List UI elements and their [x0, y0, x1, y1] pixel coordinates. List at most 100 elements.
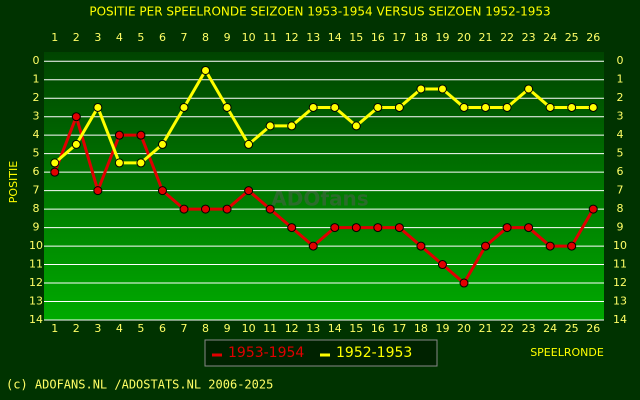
data-point: [244, 186, 254, 196]
x-tick-label: 11: [263, 31, 277, 44]
data-point: [93, 102, 103, 112]
chart-title: POSITIE PER SPEELRONDE SEIZOEN 1953-1954…: [89, 5, 550, 19]
data-point: [545, 241, 555, 251]
x-tick-label: 6: [159, 322, 166, 335]
x-tick-label: 7: [181, 31, 188, 44]
data-point: [481, 102, 491, 112]
x-tick-label: 15: [349, 322, 363, 335]
data-point: [50, 167, 60, 177]
x-tick-label: 26: [586, 31, 600, 44]
data-point: [459, 102, 469, 112]
data-point: [308, 102, 318, 112]
y-tick-label: 1: [617, 73, 624, 86]
y-tick-label: 12: [29, 276, 43, 289]
data-point: [545, 102, 555, 112]
plot-area: [44, 52, 604, 320]
x-tick-label: 3: [94, 31, 101, 44]
x-tick-label: 8: [202, 322, 209, 335]
x-tick-label: 19: [435, 322, 449, 335]
x-tick-label: 12: [285, 322, 299, 335]
y-tick-label: 13: [29, 295, 43, 308]
y-tick-label: 8: [33, 202, 40, 215]
x-tick-label: 13: [306, 31, 320, 44]
data-point: [179, 204, 189, 214]
x-tick-label: 4: [116, 322, 123, 335]
y-tick-label: 3: [33, 110, 40, 123]
x-tick-label: 10: [242, 31, 256, 44]
data-point: [373, 223, 383, 233]
x-tick-label: 15: [349, 31, 363, 44]
x-tick-label: 21: [479, 322, 493, 335]
x-tick-label: 14: [328, 322, 342, 335]
y-tick-label: 7: [33, 184, 40, 197]
data-point: [287, 121, 297, 131]
x-tick-label: 20: [457, 322, 471, 335]
data-point: [459, 278, 469, 288]
y-tick-label: 5: [33, 147, 40, 160]
x-tick-label: 9: [224, 322, 231, 335]
x-tick-label: 18: [414, 31, 428, 44]
legend-label: 1953-1954: [228, 345, 304, 361]
data-point: [437, 84, 447, 94]
series-line: [53, 112, 595, 286]
data-point: [222, 204, 232, 214]
y-tick-label: 0: [617, 54, 624, 67]
y-tick-label: 12: [613, 276, 627, 289]
x-tick-label: 5: [137, 31, 144, 44]
data-point: [157, 186, 167, 196]
y-tick-label: 14: [613, 313, 627, 326]
y-tick-label: 3: [617, 110, 624, 123]
x-tick-label: 1: [51, 31, 58, 44]
legend: [204, 339, 438, 367]
data-point: [50, 158, 60, 168]
x-tick-label: 2: [73, 322, 80, 335]
y-tick-label: 4: [33, 128, 40, 141]
x-tick-label: 18: [414, 322, 428, 335]
x-tick-label: 25: [565, 31, 579, 44]
x-tick-label: 11: [263, 322, 277, 335]
data-point: [588, 102, 598, 112]
x-tick-label: 24: [543, 31, 557, 44]
x-tick-label: 5: [137, 322, 144, 335]
data-point: [524, 223, 534, 233]
data-point: [502, 102, 512, 112]
data-point: [351, 121, 361, 131]
data-point: [179, 102, 189, 112]
data-point: [287, 223, 297, 233]
data-point: [114, 158, 124, 168]
y-tick-label: 13: [613, 295, 627, 308]
x-tick-label: 10: [242, 322, 256, 335]
data-point: [244, 139, 254, 149]
y-tick-label: 7: [617, 184, 624, 197]
y-axis-label: POSITIE: [7, 161, 20, 203]
x-tick-label: 19: [435, 31, 449, 44]
x-tick-label: 17: [392, 322, 406, 335]
data-point: [157, 139, 167, 149]
data-point: [567, 241, 577, 251]
data-point: [502, 223, 512, 233]
data-point: [330, 223, 340, 233]
x-tick-label: 8: [202, 31, 209, 44]
data-point: [394, 102, 404, 112]
y-tick-label: 11: [613, 258, 627, 271]
y-tick-label: 4: [617, 128, 624, 141]
y-tick-label: 9: [617, 221, 624, 234]
y-tick-label: 2: [617, 91, 624, 104]
y-tick-label: 1: [33, 73, 40, 86]
data-point: [524, 84, 534, 94]
y-tick-label: 8: [617, 202, 624, 215]
x-tick-label: 3: [94, 322, 101, 335]
data-point: [588, 204, 598, 214]
x-axis-label: SPEELRONDE: [530, 346, 604, 359]
x-tick-label: 13: [306, 322, 320, 335]
x-tick-label: 1: [51, 322, 58, 335]
data-point: [481, 241, 491, 251]
data-point: [373, 102, 383, 112]
y-tick-label: 10: [613, 239, 627, 252]
data-point: [437, 260, 447, 270]
y-tick-label: 9: [33, 221, 40, 234]
data-point: [93, 186, 103, 196]
x-tick-label: 24: [543, 322, 557, 335]
watermark: ADOfans: [271, 187, 368, 211]
data-point: [265, 121, 275, 131]
